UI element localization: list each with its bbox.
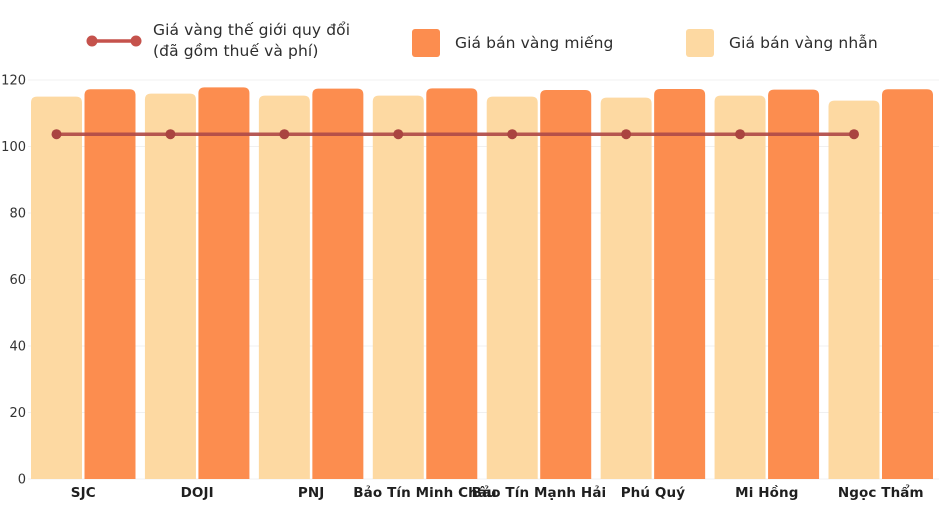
bar-nhan-5[interactable] bbox=[600, 97, 652, 479]
y-axis-label-0: 0 bbox=[18, 473, 26, 488]
bar-mieng-2[interactable] bbox=[312, 88, 364, 480]
bar-mieng-6[interactable] bbox=[768, 89, 820, 479]
y-axis-label-60: 60 bbox=[9, 273, 26, 288]
legend-label-world-line-2: (đã gồm thuế và phí) bbox=[153, 42, 319, 60]
bar-nhan-0[interactable] bbox=[31, 96, 82, 479]
bar-mieng-7[interactable] bbox=[882, 89, 933, 479]
bar-nhan-6[interactable] bbox=[714, 95, 766, 479]
bar-nhan-2[interactable] bbox=[258, 95, 310, 479]
bar-mieng-4[interactable] bbox=[540, 89, 592, 479]
bar-nhan-1[interactable] bbox=[144, 93, 196, 479]
line-series-marker-icon bbox=[86, 35, 142, 47]
nhan-swatch-icon bbox=[686, 29, 714, 57]
bar-nhan-7[interactable] bbox=[828, 100, 880, 480]
x-axis-label-2: PNJ bbox=[298, 485, 325, 501]
legend-label-mieng: Giá bán vàng miếng bbox=[455, 34, 614, 52]
x-axis-label-0: SJC bbox=[71, 485, 96, 501]
legend-item-world-line[interactable]: Giá vàng thế giới quy đổi (đã gồm thuế v… bbox=[85, 20, 350, 62]
y-axis-label-100: 100 bbox=[1, 140, 26, 155]
y-axis-label-120: 120 bbox=[1, 74, 26, 89]
x-axis-label-1: DOJI bbox=[181, 485, 214, 501]
bar-nhan-3[interactable] bbox=[372, 95, 424, 479]
legend-label-world-line-1: Giá vàng thế giới quy đổi bbox=[153, 21, 351, 39]
mieng-swatch-icon bbox=[412, 29, 440, 57]
x-axis-label-5: Phú Quý bbox=[621, 485, 686, 501]
world-price-point-0[interactable] bbox=[51, 129, 62, 140]
bar-mieng-5[interactable] bbox=[654, 88, 706, 479]
world-price-point-4[interactable] bbox=[507, 129, 518, 140]
x-axis-label-3: Bảo Tín Minh Châu bbox=[353, 485, 496, 501]
world-price-point-7[interactable] bbox=[849, 129, 859, 140]
world-price-point-3[interactable] bbox=[393, 129, 404, 140]
world-price-point-2[interactable] bbox=[279, 129, 290, 140]
y-axis-label-40: 40 bbox=[9, 340, 26, 355]
bar-mieng-3[interactable] bbox=[426, 88, 478, 479]
y-axis-label-80: 80 bbox=[9, 207, 26, 222]
world-price-point-5[interactable] bbox=[621, 129, 632, 140]
legend-label-world-line: Giá vàng thế giới quy đổi (đã gồm thuế v… bbox=[153, 20, 350, 62]
bar-nhan-4[interactable] bbox=[486, 96, 538, 479]
legend-item-mieng[interactable]: Giá bán vàng miếng bbox=[412, 29, 614, 57]
legend-item-nhan[interactable]: Giá bán vàng nhẫn bbox=[686, 29, 878, 57]
y-axis-label-20: 20 bbox=[9, 406, 26, 421]
legend-label-nhan: Giá bán vàng nhẫn bbox=[729, 34, 878, 52]
bar-mieng-0[interactable] bbox=[84, 89, 136, 479]
world-price-point-6[interactable] bbox=[735, 129, 746, 140]
x-axis-label-6: Mi Hồng bbox=[735, 484, 798, 501]
x-axis-label-4: Bảo Tín Mạnh Hải bbox=[472, 485, 607, 501]
world-price-point-1[interactable] bbox=[165, 129, 176, 140]
chart-legend: Giá vàng thế giới quy đổi (đã gồm thuế v… bbox=[0, 0, 939, 70]
bar-mieng-1[interactable] bbox=[198, 87, 250, 479]
x-axis-label-7: Ngọc Thẩm bbox=[838, 484, 924, 501]
